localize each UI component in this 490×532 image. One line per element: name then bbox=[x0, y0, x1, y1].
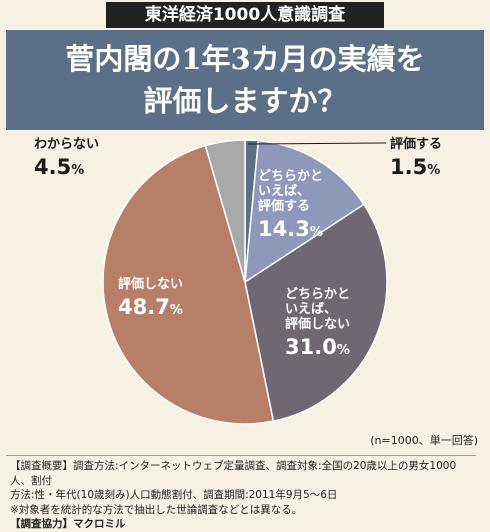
pie-slice-4 bbox=[204, 139, 246, 283]
survey-footer: 【調査概要】調査方法:インターネットウェブ定量調査、調査対象:全国の20歳以上の… bbox=[6, 455, 476, 530]
slice-label-1-line-2: 評価する bbox=[258, 198, 310, 214]
leader-line-0 bbox=[247, 142, 387, 145]
slice-value-3: 48.7% bbox=[118, 295, 183, 319]
footer-line1: 【調査概要】調査方法:インターネットウェブ定量調査、調査対象:全国の20歳以上の… bbox=[10, 460, 457, 487]
pie-slice-3 bbox=[102, 144, 275, 425]
slice-value-0: 1.5% bbox=[390, 155, 440, 179]
sample-note: (n=1000、単一回答) bbox=[370, 434, 478, 447]
pie-slice-2 bbox=[244, 203, 388, 423]
chart-title-line1: 菅内閣の1年3カ月の実績を bbox=[65, 42, 425, 76]
footer-line2: 方法:性・年代(10歳刻み)人口動態割付、調査期間:2011年9月5～6日 bbox=[10, 489, 338, 501]
slice-label-1-line-0: どちらかと bbox=[258, 169, 323, 184]
chart-title-banner: 菅内閣の1年3カ月の実績を 評価しますか？ bbox=[6, 30, 484, 130]
slice-label-2-line-0: どちらかと bbox=[285, 287, 350, 302]
footer-line3: ※対象者を統計的な方法で抽出した世論調査などとは異なる。 bbox=[10, 503, 303, 516]
chart-title-line2: 評価しますか？ bbox=[143, 84, 347, 118]
survey-badge: 東洋経済1000人意識調査 bbox=[106, 2, 384, 28]
slice-value-2: 31.0% bbox=[285, 335, 350, 359]
slice-label-3-line-0: 評価しない bbox=[118, 276, 183, 292]
slice-value-4: 4.5% bbox=[34, 155, 84, 179]
slice-label-0-line-0: 評価する bbox=[390, 136, 442, 152]
pie-chart: 評価する1.5%どちらかといえば、評価する14.3%どちらかといえば、評価しない… bbox=[34, 136, 442, 425]
footer-line4: 【調査協力】マクロミル bbox=[10, 518, 126, 530]
slice-label-1-line-1: いえば、 bbox=[258, 184, 310, 199]
pie-slice-1 bbox=[244, 139, 365, 284]
slice-label-2-line-2: 評価しない bbox=[285, 316, 350, 332]
slice-label-4-line-0: わからない bbox=[34, 137, 99, 152]
slice-value-1: 14.3% bbox=[258, 217, 323, 241]
slice-label-2-line-1: いえば、 bbox=[285, 302, 337, 317]
